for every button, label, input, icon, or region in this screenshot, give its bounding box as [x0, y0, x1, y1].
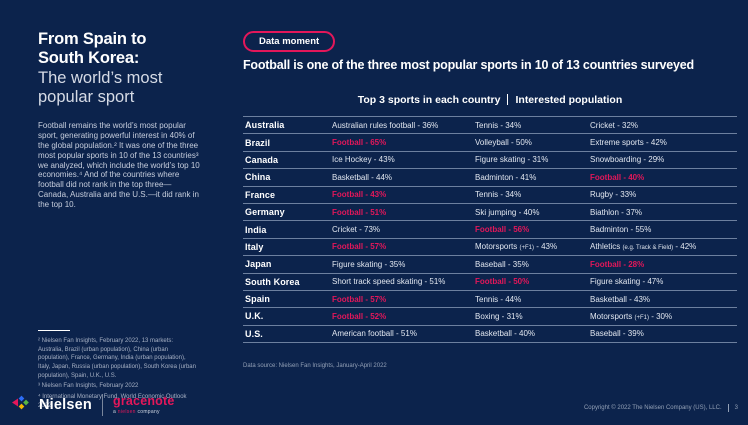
country-cell: South Korea — [245, 276, 300, 287]
copyright: Copyright © 2022 The Nielsen Company (US… — [584, 404, 738, 412]
brand-divider — [101, 394, 103, 416]
sport-cell-highlighted: Football - 52% — [332, 311, 387, 321]
slide-intro-text: Football remains the world’s most popula… — [38, 120, 200, 210]
country-cell: Germany — [245, 207, 285, 218]
sport-cell: Figure skating - 31% — [475, 155, 549, 165]
sport-cell-highlighted: Football - 56% — [475, 225, 530, 235]
brand-bar: Nielsen gracenote a nielsen company — [12, 394, 175, 416]
nielsen-wordmark: Nielsen — [39, 397, 92, 413]
footnote-divider — [38, 330, 70, 331]
data-moment-badge: Data moment — [243, 31, 336, 52]
sport-cell: Motorsports (+F1) - 43% — [475, 242, 558, 252]
country-cell: Australia — [245, 120, 285, 131]
sport-cell: Figure skating - 35% — [332, 259, 406, 269]
footnote-3: ³ Nielsen Fan Insights, February 2022 — [38, 383, 139, 390]
sport-cell-highlighted: Football - 65% — [332, 138, 387, 148]
country-cell: Japan — [245, 259, 272, 270]
sport-cell: Short track speed skating - 51% — [332, 277, 446, 287]
footnotes: ² Nielsen Fan Insights, February 2022, 1… — [38, 330, 198, 413]
data-source-note: Data source: Nielsen Fan Insights, Janua… — [243, 363, 387, 369]
footnote-4: ⁴ International Monetary Fund, World Eco… — [38, 394, 187, 409]
sport-cell: Snowboarding - 29% — [590, 155, 665, 165]
sport-cell: Volleyball - 50% — [475, 138, 532, 148]
sport-cell: Extreme sports - 42% — [590, 138, 667, 148]
table-title-divider — [507, 94, 509, 105]
table-row: Italy Football - 57% Motorsports (+F1) - 4… — [243, 239, 737, 257]
sport-cell: Badminton - 55% — [590, 225, 652, 235]
country-cell: Italy — [245, 241, 264, 252]
table-row: U.K. Football - 52% Boxing - 31% Motorsport… — [243, 308, 737, 326]
sport-cell: Tennis - 44% — [475, 294, 522, 304]
table-row: Japan Figure skating - 35% Baseball - 35% F… — [243, 256, 737, 274]
table-row: France Football - 43% Tennis - 34% Rugby - … — [243, 187, 737, 204]
sport-cell-highlighted: Football - 28% — [590, 259, 645, 269]
sport-cell-highlighted: Football - 50% — [475, 277, 530, 287]
country-cell: Brazil — [245, 137, 271, 148]
slide-title: From Spain to South Korea: The world’s m… — [38, 30, 210, 108]
sport-cell-highlighted: Football - 57% — [332, 294, 387, 304]
table-title-right: Interested population — [515, 94, 623, 106]
page-number: 3 — [734, 405, 738, 411]
table-title: Top 3 sports in each country Interested p… — [243, 94, 737, 106]
copyright-text: Copyright © 2022 The Nielsen Company (US… — [583, 405, 722, 411]
table-title-left: Top 3 sports in each country — [357, 94, 501, 106]
sidebar: From Spain to South Korea: The world’s m… — [38, 30, 210, 210]
footnote-2: ² Nielsen Fan Insights, February 2022, 1… — [38, 338, 196, 379]
country-cell: U.S. — [245, 328, 263, 339]
sports-table: Australia Australian rules football - 36%… — [243, 116, 737, 344]
gracenote-wordmark: gracenote — [112, 394, 175, 408]
sport-cell: Basketball - 40% — [475, 329, 536, 339]
table-row: Brazil Football - 65% Volleyball - 50% Extr… — [243, 134, 737, 152]
sport-cell: Ski jumping - 40% — [475, 207, 540, 217]
sport-cell: Badminton - 41% — [475, 172, 537, 182]
gracenote-tagline: a nielsen company — [112, 409, 160, 415]
table-row: South Korea Short track speed skating - 5… — [243, 274, 737, 291]
slide-title-bold: From Spain to South Korea: — [38, 30, 147, 68]
country-cell: U.K. — [245, 311, 264, 322]
sport-cell: Cricket - 73% — [332, 225, 381, 235]
table-row: China Basketball - 44% Badminton - 41% Foot… — [243, 169, 737, 187]
sport-cell-highlighted: Football - 51% — [332, 207, 387, 217]
table-row: U.S. American football - 51% Basketball - … — [243, 326, 737, 344]
headline: Football is one of the three most popula… — [243, 58, 694, 72]
sport-cell: Basketball - 44% — [332, 172, 393, 182]
sport-cell: Ice Hockey - 43% — [332, 155, 395, 165]
sport-cell: Tennis - 34% — [475, 190, 522, 200]
sport-cell: Baseball - 39% — [590, 329, 644, 339]
copyright-divider — [727, 404, 729, 412]
country-cell: France — [245, 189, 276, 200]
table-row: Spain Football - 57% Tennis - 44% Basketbal… — [243, 291, 737, 309]
gracenote-logo: gracenote a nielsen company — [113, 395, 175, 415]
sport-cell: Cricket - 32% — [590, 120, 639, 130]
sport-cell: Athletics (e.g. Track & Field) - 42% — [590, 242, 697, 252]
sport-cell: American football - 51% — [332, 329, 417, 339]
table-row: Australia Australian rules football - 36%… — [243, 117, 737, 135]
nielsen-logo-icon — [12, 395, 29, 415]
slide-title-light: The world’s most popular sport — [38, 68, 163, 107]
country-cell: Spain — [245, 294, 271, 305]
table-row: Canada Ice Hockey - 43% Figure skating - 3… — [243, 152, 737, 170]
sport-cell: Motorsports (+F1) - 30% — [590, 311, 673, 321]
sport-cell: Boxing - 31% — [475, 311, 523, 321]
sport-cell: Australian rules football - 36% — [332, 120, 439, 130]
country-cell: China — [245, 172, 271, 183]
sport-cell-highlighted: Football - 40% — [590, 172, 645, 182]
sport-cell: Biathlon - 37% — [590, 207, 643, 217]
sport-cell: Figure skating - 47% — [590, 277, 664, 287]
sport-cell: Basketball - 43% — [590, 294, 651, 304]
country-cell: Canada — [245, 154, 279, 165]
sport-cell: Baseball - 35% — [475, 259, 529, 269]
country-cell: India — [245, 224, 267, 235]
sport-cell-highlighted: Football - 57% — [332, 242, 387, 252]
table-row: Germany Football - 51% Ski jumping - 40% Bi… — [243, 204, 737, 222]
sport-cell: Tennis - 34% — [475, 120, 522, 130]
sport-cell-highlighted: Football - 43% — [332, 190, 387, 200]
table-row: India Cricket - 73% Football - 56% Badminto… — [243, 221, 737, 239]
sport-cell: Rugby - 33% — [590, 190, 637, 200]
